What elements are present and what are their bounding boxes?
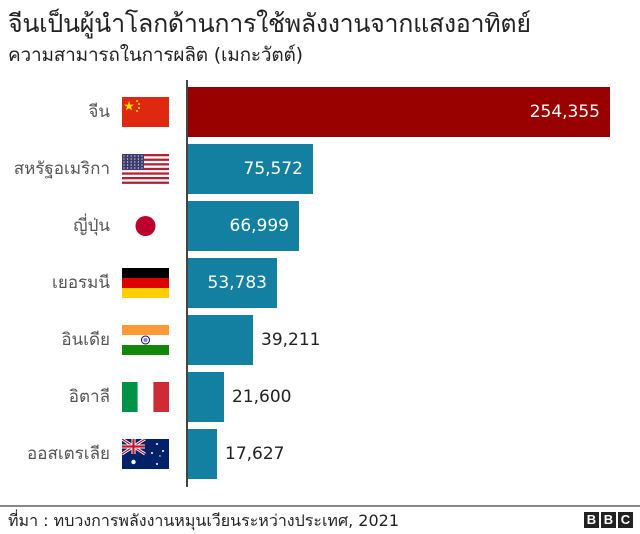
chart-title: จีนเป็นผู้นำโลกด้านการใช้พลังงานจากแสงอา… [8,9,531,38]
source-text: ที่มา : ทบวงการพลังงานหมุนเวียนระหว่างปร… [8,511,400,530]
bar: 75,572 [188,144,313,194]
category-label: อินเดีย [61,330,110,350]
category-label: ญี่ปุ่น [73,216,110,236]
bar-row: ญี่ปุ่น 66,999 [0,201,640,251]
bar: 66,999 [188,201,299,251]
china-flag-icon [122,97,169,127]
india-flag-icon [122,325,169,355]
bbc-logo: B B C [584,512,633,528]
bar-row: จีน 254,355 [0,87,640,137]
bar-row: ออสเตรเลีย 17,627 [0,429,640,479]
value-label: 53,783 [207,273,267,293]
bar [188,315,253,365]
category-label: เยอรมนี [52,273,110,293]
footer-divider [0,505,640,507]
chart-subtitle: ความสามารถในการผลิต (เมกะวัตต์) [8,44,303,66]
germany-flag-icon [122,268,169,298]
bbc-logo-b2: B [601,512,616,528]
usa-flag-icon [122,154,169,184]
value-label: 17,627 [225,444,285,464]
value-label: 254,355 [529,102,600,122]
value-label: 39,211 [261,330,321,350]
bar-row: เยอรมนี 53,783 [0,258,640,308]
value-label: 21,600 [232,387,292,407]
australia-flag-icon [122,439,169,469]
bbc-logo-b1: B [584,512,599,528]
bar: 53,783 [188,258,277,308]
category-label: จีน [88,102,110,122]
value-label: 75,572 [243,159,303,179]
category-label: สหรัฐอเมริกา [13,159,110,179]
bbc-logo-c: C [618,512,633,528]
y-axis-line [186,80,188,487]
italy-flag-icon [122,382,169,412]
category-label: ออสเตรเลีย [27,444,110,464]
bar-row: อินเดีย 39,211 [0,315,640,365]
japan-flag-icon [122,211,169,241]
category-label: อิตาลี [68,387,110,407]
bar: 254,355 [188,87,610,137]
bar-row: สหรัฐอเมริกา 75,572 [0,144,640,194]
bar [188,372,224,422]
bar [188,429,217,479]
value-label: 66,999 [229,216,289,236]
bar-row: อิตาลี 21,600 [0,372,640,422]
